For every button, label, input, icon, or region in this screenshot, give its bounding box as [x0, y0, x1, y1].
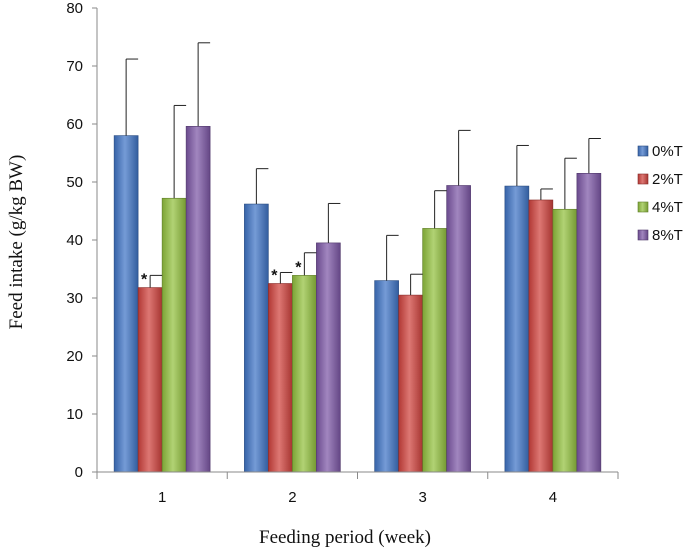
significance-marker: * — [141, 272, 148, 289]
axes-group: 0 10 20 30 40 50 60 70 80 1 2 3 4 — [66, 0, 619, 506]
bars-group — [113, 126, 602, 473]
y-tick-label: 70 — [66, 58, 83, 75]
bar-2pctT-week-1 — [137, 287, 163, 473]
bar-0pctT-week-4 — [504, 185, 530, 473]
legend-label-0pctT: 0%T — [652, 143, 683, 160]
legend-swatch-2pctT — [637, 173, 649, 185]
legend-label-8pctT: 8%T — [652, 227, 683, 244]
x-tick-label: 2 — [288, 489, 296, 506]
bar-4pctT-week-2 — [292, 275, 317, 473]
legend-swatch-8pctT — [637, 229, 649, 241]
bar-8pctT-week-2 — [316, 242, 341, 473]
bar-8pctT-week-1 — [185, 126, 211, 473]
bar-4pctT-week-4 — [552, 208, 578, 473]
x-tick-label: 4 — [549, 489, 557, 506]
bar-8pctT-week-3 — [446, 185, 471, 473]
error-bars-group — [125, 42, 601, 296]
bar-2pctT-week-4 — [528, 199, 554, 473]
legend: 0%T 2%T 4%T 8%T — [637, 143, 683, 244]
y-tick-label: 40 — [66, 232, 83, 249]
bar-8pctT-week-4 — [576, 173, 602, 473]
bar-4pctT-week-1 — [161, 197, 187, 473]
bar-0pctT-week-2 — [244, 203, 269, 473]
bar-2pctT-week-2 — [268, 283, 293, 473]
significance-marker: * — [295, 259, 302, 276]
y-tick-label: 60 — [66, 116, 83, 133]
y-tick-label: 0 — [75, 464, 83, 481]
y-tick-label: 50 — [66, 174, 83, 191]
y-tick-label: 10 — [66, 406, 83, 423]
significance-marker: * — [271, 268, 278, 285]
bar-0pctT-week-3 — [374, 280, 399, 473]
bar-4pctT-week-3 — [422, 228, 447, 473]
bar-2pctT-week-3 — [398, 294, 423, 473]
annotations-group: * * * — [141, 259, 302, 288]
y-tick-label: 30 — [66, 290, 83, 307]
legend-swatch-0pctT — [637, 145, 649, 157]
x-axis-title: Feeding period (week) — [259, 527, 431, 548]
x-tick-label: 3 — [418, 489, 426, 506]
legend-swatch-4pctT — [637, 201, 649, 213]
legend-label-4pctT: 4%T — [652, 199, 683, 216]
bar-0pctT-week-1 — [113, 135, 139, 473]
y-axis-title: Feed intake (g/kg BW) — [6, 155, 27, 330]
legend-label-2pctT: 2%T — [652, 171, 683, 188]
x-tick-label: 1 — [158, 489, 166, 506]
y-tick-label: 80 — [66, 0, 83, 17]
y-tick-label: 20 — [66, 348, 83, 365]
